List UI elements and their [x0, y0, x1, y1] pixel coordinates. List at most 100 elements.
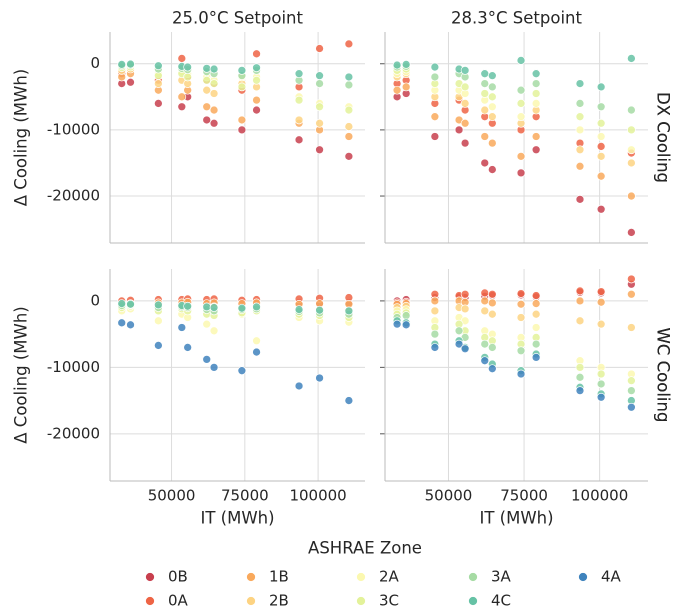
point: [596, 82, 606, 92]
row-label: WC Cooling: [654, 328, 673, 423]
point: [183, 301, 193, 311]
point: [575, 112, 585, 122]
point: [183, 343, 193, 352]
panel-title: 28.3°C Setpoint: [451, 9, 582, 28]
point: [392, 60, 402, 70]
point: [344, 39, 354, 49]
point: [454, 339, 464, 349]
point: [575, 296, 585, 306]
legend-label: 1B: [269, 568, 289, 586]
point: [531, 299, 541, 308]
point: [627, 228, 636, 237]
point: [401, 311, 411, 320]
point: [460, 289, 470, 299]
x-tick-label: 100000: [289, 487, 346, 505]
point: [183, 72, 193, 82]
y-tick-label: -10000: [47, 358, 100, 376]
point: [516, 346, 526, 356]
point: [126, 320, 135, 330]
point: [401, 320, 411, 330]
point: [177, 92, 187, 102]
legend-label: 4C: [491, 592, 511, 610]
point: [209, 64, 219, 74]
point: [177, 323, 187, 332]
point: [627, 158, 636, 168]
point: [252, 95, 261, 105]
point: [596, 152, 606, 161]
legend-title: ASHRAE Zone: [308, 539, 422, 558]
point: [252, 105, 261, 115]
legend-marker: [578, 572, 588, 582]
point: [596, 142, 606, 151]
point: [487, 343, 497, 352]
point: [596, 369, 606, 379]
point: [344, 396, 354, 405]
point: [154, 316, 163, 326]
y-axis-label: Δ Cooling (MWh): [12, 69, 31, 206]
point: [516, 369, 526, 379]
y-tick-label: 0: [90, 54, 100, 72]
point: [531, 353, 541, 362]
point: [177, 102, 187, 112]
point: [460, 99, 470, 108]
point: [344, 72, 354, 82]
point: [315, 305, 324, 315]
point: [315, 71, 324, 81]
point: [392, 319, 402, 329]
point: [516, 56, 526, 65]
point: [487, 102, 497, 112]
x-axis-label: IT (MWh): [479, 509, 553, 528]
point: [575, 316, 585, 326]
point: [596, 171, 606, 181]
point: [315, 44, 324, 53]
point: [209, 326, 219, 336]
point: [596, 297, 606, 307]
point: [315, 102, 324, 112]
point: [531, 79, 541, 88]
point: [516, 313, 526, 322]
point: [516, 152, 526, 161]
point: [252, 347, 261, 357]
point: [154, 99, 163, 108]
point: [480, 339, 490, 349]
point: [154, 300, 163, 310]
point: [202, 319, 212, 329]
point: [252, 302, 261, 312]
point: [531, 309, 541, 319]
point: [237, 366, 247, 376]
point: [575, 372, 585, 382]
point: [480, 105, 490, 115]
point: [516, 299, 526, 309]
point: [487, 309, 497, 319]
point: [627, 323, 636, 332]
y-axis-label: Δ Cooling (MWh): [12, 306, 31, 443]
point: [516, 99, 526, 108]
point: [294, 115, 304, 125]
legend-label: 3A: [491, 568, 512, 586]
point: [460, 304, 470, 314]
point: [126, 77, 135, 87]
legend-label: 4A: [601, 568, 622, 586]
point: [531, 145, 541, 155]
point: [627, 54, 636, 63]
point: [596, 379, 606, 389]
point: [627, 386, 636, 395]
point: [531, 99, 541, 108]
point: [516, 289, 526, 298]
legend-marker: [356, 572, 366, 582]
point: [430, 306, 440, 316]
point: [531, 339, 541, 349]
legend-marker: [145, 572, 155, 582]
point: [294, 381, 304, 391]
point: [126, 59, 135, 69]
point: [401, 60, 411, 69]
point: [344, 80, 354, 90]
point: [487, 71, 497, 81]
point: [294, 69, 304, 79]
point: [531, 132, 541, 141]
row-label: DX Cooling: [654, 92, 673, 183]
point: [516, 112, 526, 122]
point: [344, 122, 354, 131]
point: [252, 63, 261, 73]
point: [487, 112, 497, 122]
